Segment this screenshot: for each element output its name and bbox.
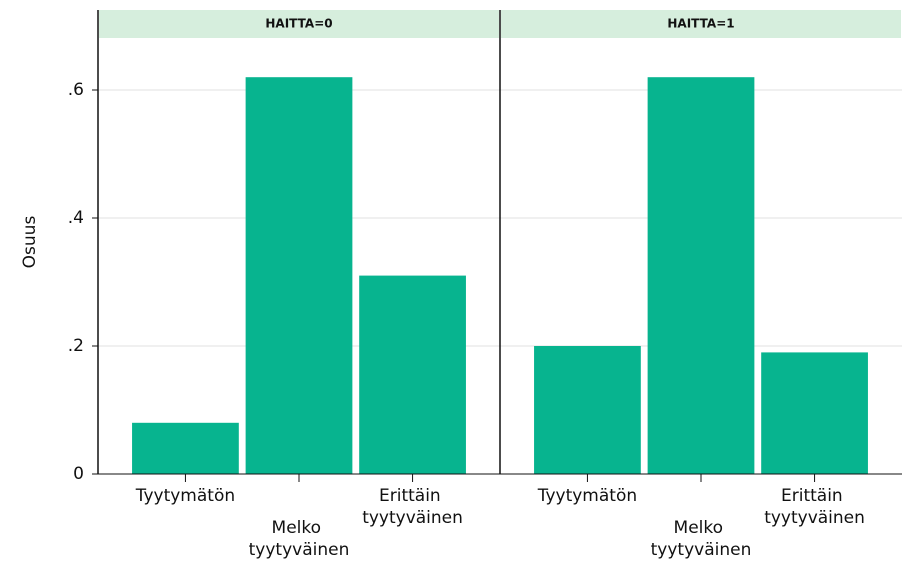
y-tick-label: .6 [68, 80, 84, 100]
x-tick-label: Melko tyytyväinen [651, 518, 752, 560]
x-tick-label: Erittäin tyytyväinen [764, 486, 865, 528]
x-tick-label: Tyytymätön [537, 486, 637, 506]
y-tick-label: .4 [68, 208, 84, 228]
y-tick-label: .2 [68, 336, 84, 356]
bar [534, 346, 641, 474]
facet-strip [501, 10, 901, 38]
bar [132, 422, 239, 474]
x-tick-label: Melko tyytyväinen [249, 518, 350, 560]
facet-title: HAITTA=0 [265, 17, 332, 31]
facet-title: HAITTA=1 [667, 17, 734, 31]
y-axis-label: Osuus [20, 216, 40, 269]
bar [359, 275, 466, 474]
x-tick-label: Erittäin tyytyväinen [362, 486, 463, 528]
y-tick-label: 0 [73, 464, 84, 484]
bar [761, 352, 868, 474]
x-tick-label: Tyytymätön [135, 486, 235, 506]
bar [245, 77, 353, 474]
facet-strip [99, 10, 499, 38]
bar [647, 77, 755, 474]
